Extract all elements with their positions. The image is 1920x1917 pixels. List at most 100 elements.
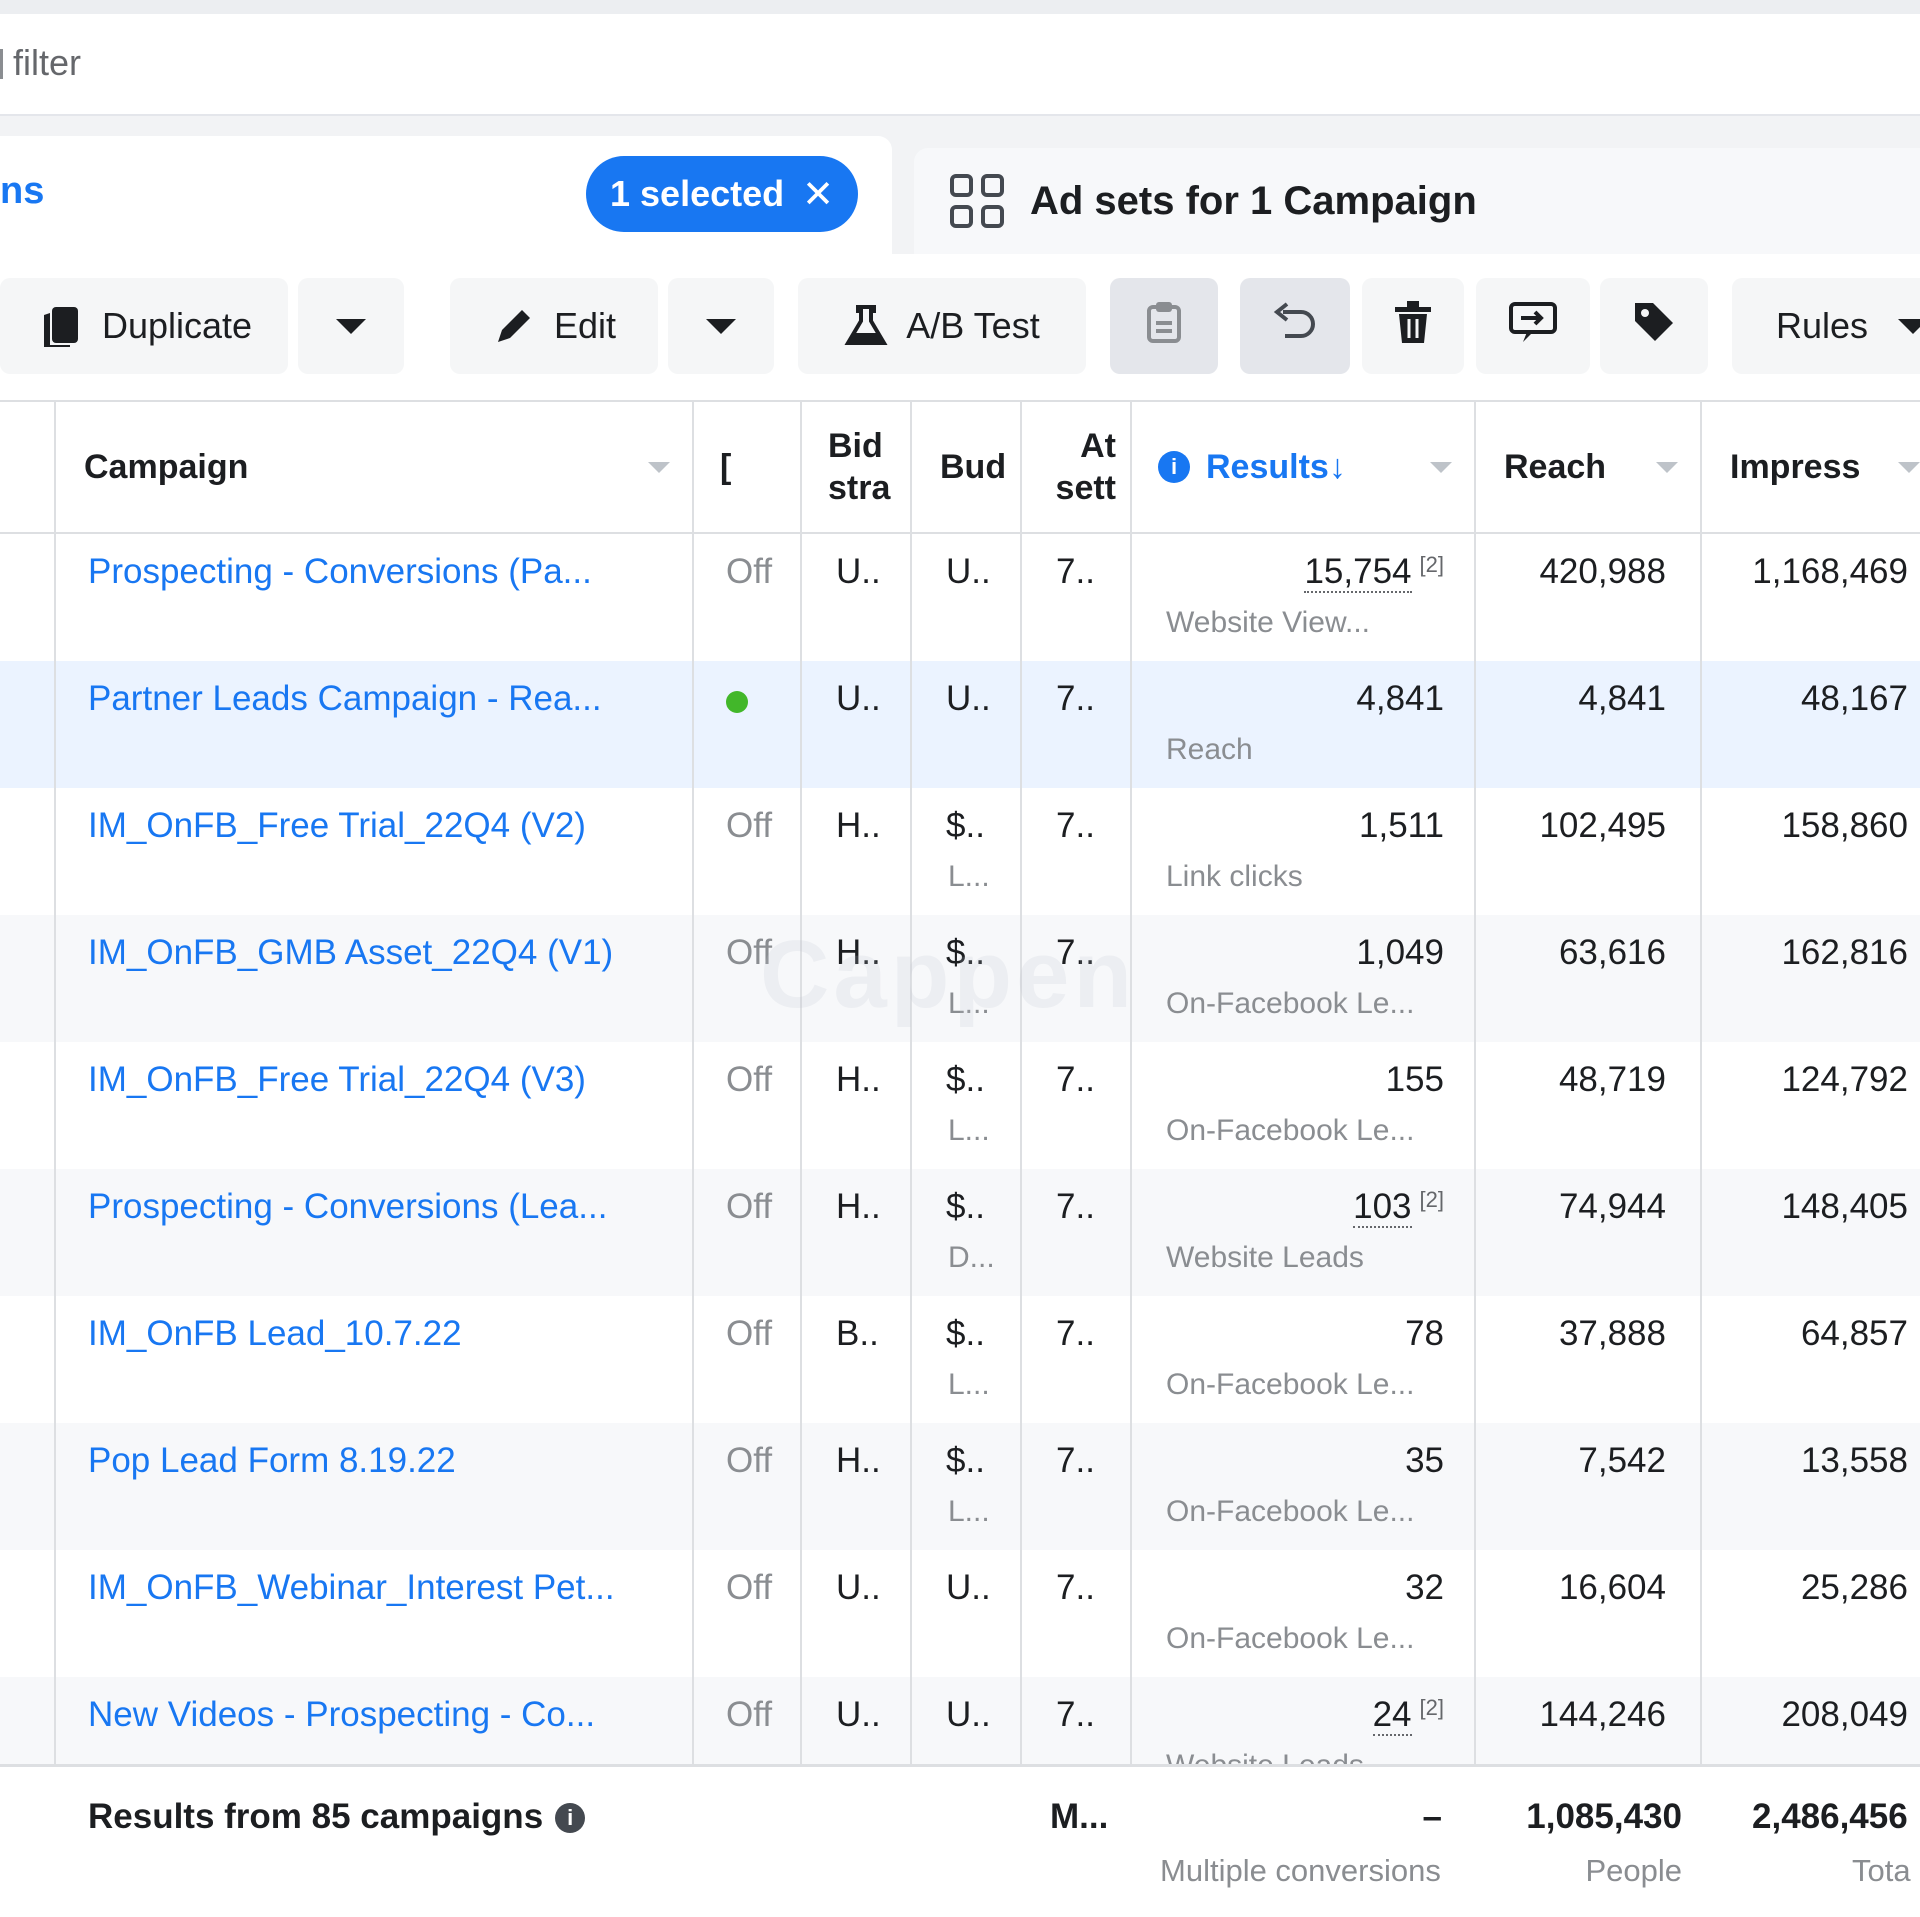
attribution-value: 7.. bbox=[1056, 679, 1095, 718]
attribution-value: 7.. bbox=[1056, 1187, 1095, 1226]
column-divider[interactable] bbox=[1474, 402, 1476, 1914]
attribution-value: 7.. bbox=[1056, 1441, 1095, 1480]
duplicate-button[interactable]: Duplicate bbox=[0, 278, 288, 374]
tab-campaigns-label[interactable]: ns bbox=[0, 170, 45, 212]
table-row[interactable]: IM_OnFB_Webinar_Interest Pet... Off U.. … bbox=[0, 1550, 1920, 1677]
campaign-name-link[interactable]: IM_OnFB_Webinar_Interest Pet... bbox=[88, 1568, 615, 1607]
footer-results-sub: Multiple conversions bbox=[1160, 1853, 1441, 1888]
table-row[interactable]: IM_OnFB_Free Trial_22Q4 (V3) Off H.. $..… bbox=[0, 1042, 1920, 1169]
filter-input[interactable]: filter bbox=[0, 42, 81, 84]
campaign-name-link[interactable]: IM_OnFB_Free Trial_22Q4 (V3) bbox=[88, 1060, 586, 1099]
results-value[interactable]: 15,754 bbox=[1304, 552, 1412, 593]
table-row[interactable]: IM_OnFB_GMB Asset_22Q4 (V1) Off H.. $.. L… bbox=[0, 915, 1920, 1042]
campaign-name-link[interactable]: Partner Leads Campaign - Rea... bbox=[88, 679, 602, 718]
clipboard-button[interactable] bbox=[1110, 278, 1218, 374]
results-value[interactable]: 35 bbox=[1405, 1441, 1444, 1480]
results-value[interactable]: 32 bbox=[1405, 1568, 1444, 1607]
column-divider[interactable] bbox=[800, 402, 802, 1764]
reach-value: 37,888 bbox=[1558, 1314, 1666, 1353]
column-header-results[interactable]: i Results ↓ bbox=[1158, 402, 1476, 532]
column-divider[interactable] bbox=[910, 402, 912, 1764]
results-info-icon[interactable]: i bbox=[1158, 451, 1190, 483]
column-divider[interactable] bbox=[54, 402, 56, 1914]
results-value[interactable]: 1,049 bbox=[1356, 933, 1444, 972]
column-header-delivery-label: [ bbox=[720, 447, 732, 486]
results-value[interactable]: 4,841 bbox=[1356, 679, 1444, 718]
table-row[interactable]: Prospecting - Conversions (Pa... Off U..… bbox=[0, 534, 1920, 661]
sort-chevron-icon[interactable] bbox=[1656, 461, 1678, 473]
column-header-campaign-label: Campaign bbox=[84, 447, 249, 486]
delivery-status-label: Off bbox=[726, 552, 773, 591]
table-row[interactable]: IM_OnFB_Free Trial_22Q4 (V2) Off H.. $..… bbox=[0, 788, 1920, 915]
duplicate-dropdown-button[interactable] bbox=[298, 278, 404, 374]
tag-button[interactable] bbox=[1600, 278, 1708, 374]
reach-value: 4,841 bbox=[1578, 679, 1666, 718]
impressions-cell: 208,049 bbox=[1700, 1677, 1908, 1804]
results-value[interactable]: 103 bbox=[1353, 1187, 1412, 1228]
table-row[interactable]: Prospecting - Conversions (Lea... Off H.… bbox=[0, 1169, 1920, 1296]
sort-chevron-icon[interactable] bbox=[1430, 461, 1452, 473]
budget-sub-label: D... bbox=[948, 1241, 995, 1274]
results-cell: 32 On-Facebook Le... bbox=[1130, 1550, 1444, 1677]
impressions-value: 25,286 bbox=[1800, 1568, 1908, 1607]
selected-count-pill[interactable]: 1 selected ✕ bbox=[586, 156, 858, 232]
impressions-value: 48,167 bbox=[1800, 679, 1908, 718]
campaign-name-link[interactable]: IM_OnFB_GMB Asset_22Q4 (V1) bbox=[88, 933, 614, 972]
campaign-name-link[interactable]: Pop Lead Form 8.19.22 bbox=[88, 1441, 456, 1480]
top-strip bbox=[0, 0, 1920, 14]
preview-button[interactable] bbox=[1476, 278, 1590, 374]
edit-button[interactable]: Edit bbox=[450, 278, 658, 374]
impressions-value: 162,816 bbox=[1781, 933, 1908, 972]
budget-value: $.. bbox=[946, 806, 985, 845]
column-header-delivery[interactable]: [ bbox=[720, 402, 780, 532]
sort-chevron-icon[interactable] bbox=[1898, 461, 1920, 473]
column-divider[interactable] bbox=[1020, 402, 1022, 1914]
budget-sub-label: L... bbox=[948, 860, 990, 893]
results-value[interactable]: 78 bbox=[1405, 1314, 1444, 1353]
results-cell: 155 On-Facebook Le... bbox=[1130, 1042, 1444, 1169]
reach-cell: 37,888 bbox=[1474, 1296, 1666, 1423]
results-cell: 103 [2] Website Leads bbox=[1130, 1169, 1444, 1296]
column-header-reach[interactable]: Reach bbox=[1504, 402, 1702, 532]
budget-value: $.. bbox=[946, 1441, 985, 1480]
column-header-budget-label: Bud bbox=[940, 447, 1007, 486]
column-header-budget[interactable]: Bud bbox=[940, 402, 1020, 532]
results-type: Link clicks bbox=[1166, 860, 1303, 893]
ab-test-button[interactable]: A/B Test bbox=[798, 278, 1086, 374]
reach-cell: 144,246 bbox=[1474, 1677, 1666, 1804]
reach-cell: 102,495 bbox=[1474, 788, 1666, 915]
column-header-bid-strategy[interactable]: Bid stra bbox=[828, 402, 908, 532]
sort-chevron-icon[interactable] bbox=[648, 461, 670, 473]
column-header-attribution[interactable]: At sett bbox=[1032, 402, 1116, 532]
edit-dropdown-button[interactable] bbox=[668, 278, 774, 374]
results-value[interactable]: 1,511 bbox=[1359, 806, 1444, 845]
reach-cell: 48,719 bbox=[1474, 1042, 1666, 1169]
attribution-value: 7.. bbox=[1056, 1060, 1095, 1099]
toolbar: Duplicate Edit A/B Test bbox=[0, 254, 1920, 400]
tab-ad-sets[interactable]: Ad sets for 1 Campaign bbox=[914, 148, 1920, 254]
undo-button[interactable] bbox=[1240, 278, 1350, 374]
campaign-name-link[interactable]: Prospecting - Conversions (Lea... bbox=[88, 1187, 608, 1226]
filter-bar[interactable]: filter bbox=[0, 14, 1920, 116]
column-divider[interactable] bbox=[1700, 402, 1702, 1914]
results-value[interactable]: 24 bbox=[1372, 1695, 1412, 1736]
table-row[interactable]: IM_OnFB Lead_10.7.22 Off B.. $.. L... 7..… bbox=[0, 1296, 1920, 1423]
campaign-name-link[interactable]: IM_OnFB_Free Trial_22Q4 (V2) bbox=[88, 806, 586, 845]
delete-button[interactable] bbox=[1362, 278, 1464, 374]
column-divider[interactable] bbox=[1130, 402, 1132, 1914]
campaign-name-link[interactable]: Prospecting - Conversions (Pa... bbox=[88, 552, 592, 591]
column-divider[interactable] bbox=[692, 402, 694, 1914]
column-header-impressions[interactable]: Impress bbox=[1730, 402, 1920, 532]
campaign-name-link[interactable]: New Videos - Prospecting - Co... bbox=[88, 1695, 596, 1734]
table-row[interactable]: Partner Leads Campaign - Rea... U.. U.. … bbox=[0, 661, 1920, 788]
column-header-bid-label-2: stra bbox=[828, 469, 891, 507]
rules-button[interactable]: Rules bbox=[1732, 278, 1920, 374]
table-row[interactable]: Pop Lead Form 8.19.22 Off H.. $.. L... 7.… bbox=[0, 1423, 1920, 1550]
tab-campaigns[interactable]: ns 1 selected ✕ bbox=[0, 136, 892, 254]
campaign-name-link[interactable]: IM_OnFB Lead_10.7.22 bbox=[88, 1314, 462, 1353]
clear-selection-icon[interactable]: ✕ bbox=[802, 173, 834, 216]
results-value[interactable]: 155 bbox=[1385, 1060, 1444, 1099]
delivery-status-label: Off bbox=[726, 1568, 773, 1607]
info-icon[interactable]: i bbox=[555, 1803, 586, 1833]
column-header-campaign[interactable]: Campaign bbox=[84, 402, 694, 532]
